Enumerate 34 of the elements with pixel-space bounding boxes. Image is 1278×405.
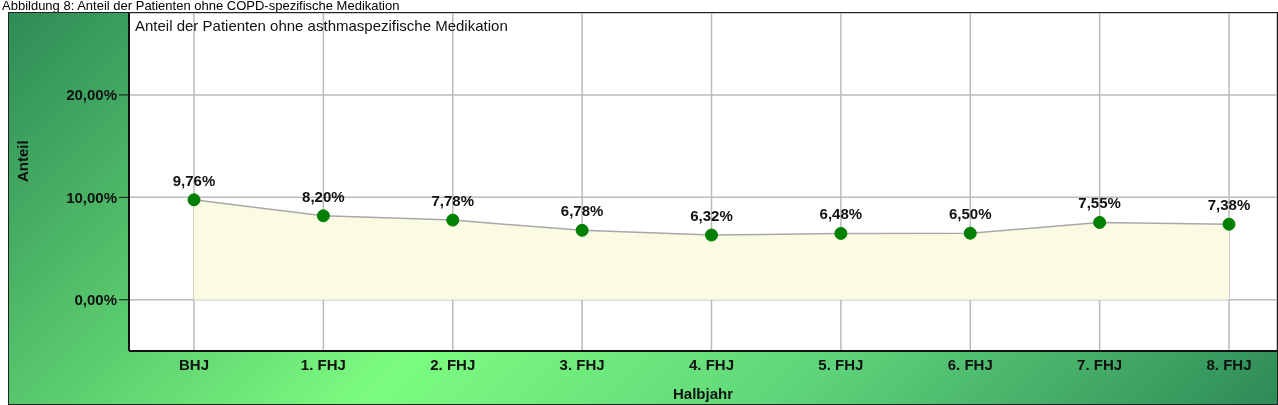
y-tick-label: 20,00% bbox=[66, 86, 117, 104]
data-label: 7,55% bbox=[1078, 194, 1121, 212]
point bbox=[1093, 215, 1107, 229]
point bbox=[575, 223, 589, 237]
data-label: 6,78% bbox=[560, 202, 604, 220]
x-tick-label: 8. FHJ bbox=[1206, 355, 1252, 373]
point bbox=[963, 226, 977, 240]
point bbox=[834, 226, 848, 240]
point bbox=[446, 213, 460, 227]
x-tick-label: 3. FHJ bbox=[559, 355, 605, 373]
x-tick-label: 5. FHJ bbox=[818, 355, 864, 373]
chart-title: Abbildung 8: Anteil der Patienten ohne COPD-spezifische Medikation bbox=[2, 0, 400, 13]
point bbox=[705, 228, 718, 242]
data-label: 6,32% bbox=[690, 207, 733, 225]
x-tick-label: 2. FHJ bbox=[430, 355, 476, 373]
x-tick-label: 4. FHJ bbox=[688, 355, 735, 373]
data-label: 7,78% bbox=[431, 192, 475, 210]
x-tick-label: 7. FHJ bbox=[1077, 355, 1123, 373]
data-label: 9,76% bbox=[172, 171, 216, 189]
data-label: 7,38% bbox=[1207, 196, 1251, 214]
data-label: 6,50% bbox=[948, 205, 992, 223]
chart-subtitle: Anteil der Patienten ohne asthmaspezifische Medikation bbox=[135, 17, 508, 34]
x-tick-label: BHJ bbox=[178, 355, 210, 373]
y-axis-title: Anteil bbox=[14, 140, 32, 182]
point bbox=[316, 209, 330, 223]
data-label: 8,20% bbox=[302, 187, 345, 205]
x-tick-label: 1. FHJ bbox=[300, 355, 346, 373]
y-tick-label: 10,00% bbox=[66, 188, 117, 206]
y-tick-label: 0,00% bbox=[74, 291, 117, 309]
point bbox=[1222, 217, 1236, 231]
x-axis-title: Halbjahr bbox=[672, 385, 734, 402]
x-tick-label: 6. FHJ bbox=[947, 355, 993, 373]
data-label: 6,48% bbox=[819, 205, 863, 223]
point bbox=[187, 193, 201, 207]
